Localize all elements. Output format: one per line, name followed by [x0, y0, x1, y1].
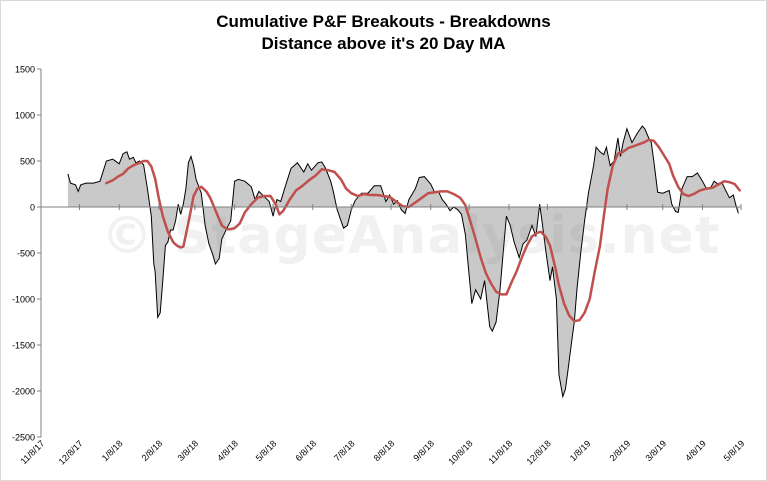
- x-tick-label: 4/8/18: [215, 438, 240, 463]
- chart-title: Cumulative P&F Breakouts - Breakdowns: [216, 12, 551, 31]
- y-tick-label: 0: [30, 203, 35, 213]
- x-tick-label: 11/8/18: [487, 438, 515, 466]
- x-tick-label: 7/8/18: [332, 438, 357, 463]
- ma-series-line: [105, 138, 741, 323]
- x-tick-label: 2/8/18: [140, 438, 165, 463]
- x-tick-label: 6/8/18: [293, 438, 318, 463]
- x-tick-label: 11/8/17: [19, 438, 47, 466]
- x-tick-label: 3/8/18: [175, 438, 200, 463]
- x-tick-label: 3/8/19: [643, 438, 668, 463]
- chart-subtitle: Distance above it's 20 Day MA: [261, 34, 506, 53]
- area-series-line: [67, 125, 739, 399]
- y-tick-label: 1500: [15, 65, 35, 75]
- area-fill: [67, 126, 739, 397]
- x-tick-label: 5/8/19: [722, 438, 747, 463]
- x-tick-label: 1/8/18: [100, 438, 125, 463]
- y-tick-label: -1500: [12, 341, 35, 351]
- x-tick-label: 4/8/19: [683, 438, 708, 463]
- x-tick-label: 8/8/18: [372, 438, 397, 463]
- x-tick-label: 12/8/17: [57, 438, 85, 466]
- x-tick-label: 1/8/19: [568, 438, 593, 463]
- x-tick-label: 2/8/19: [608, 438, 633, 463]
- y-tick-label: 500: [20, 157, 35, 167]
- y-tick-label: -500: [17, 249, 35, 259]
- chart-title-block: Cumulative P&F Breakouts - Breakdowns Di…: [1, 11, 766, 55]
- x-tick-label: 10/8/18: [446, 438, 474, 466]
- y-tick-label: -2000: [12, 387, 35, 397]
- x-tick-label: 12/8/18: [525, 438, 553, 466]
- y-tick-label: 1000: [15, 111, 35, 121]
- y-tick-label: -1000: [12, 295, 35, 305]
- x-tick-label: 5/8/18: [254, 438, 279, 463]
- y-tick-label: -2500: [12, 433, 35, 443]
- x-tick-label: 9/8/18: [411, 438, 436, 463]
